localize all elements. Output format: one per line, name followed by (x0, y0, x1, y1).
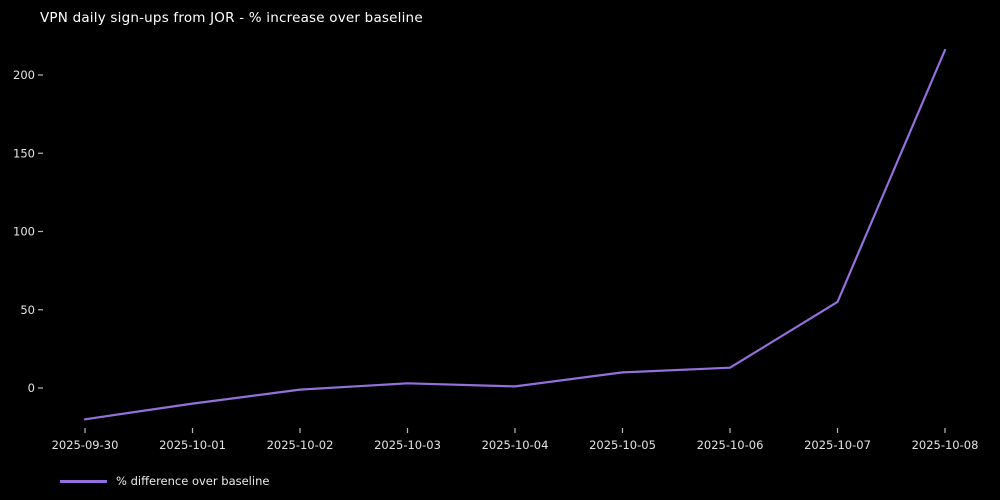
x-tick-label: 2025-09-30 (52, 438, 119, 452)
y-tick-label: 0 (28, 381, 35, 395)
legend: % difference over baseline (60, 474, 269, 488)
x-tick-label: 2025-10-05 (589, 438, 656, 452)
x-tick-label: 2025-10-02 (267, 438, 334, 452)
x-tick-label: 2025-10-06 (697, 438, 764, 452)
y-tick-label: 150 (13, 146, 35, 160)
legend-label: % difference over baseline (116, 474, 270, 488)
y-tick-label: 200 (13, 68, 35, 82)
x-tick-label: 2025-10-01 (159, 438, 226, 452)
y-tick-label: 100 (13, 225, 35, 239)
x-tick-label: 2025-10-08 (912, 438, 979, 452)
y-tick-label: 50 (20, 303, 35, 317)
chart-title: VPN daily sign-ups from JOR - % increase… (40, 10, 423, 26)
line-plot-area: 0 50 100 150 200 2025-09-30 2025-10-01 2025-10-… (13, 48, 979, 452)
legend-line-swatch (60, 479, 107, 483)
data-line-series (83, 48, 947, 421)
x-tick-label: 2025-10-04 (482, 438, 549, 452)
x-tick-label: 2025-10-07 (804, 438, 871, 452)
x-tick-label: 2025-10-03 (374, 438, 441, 452)
